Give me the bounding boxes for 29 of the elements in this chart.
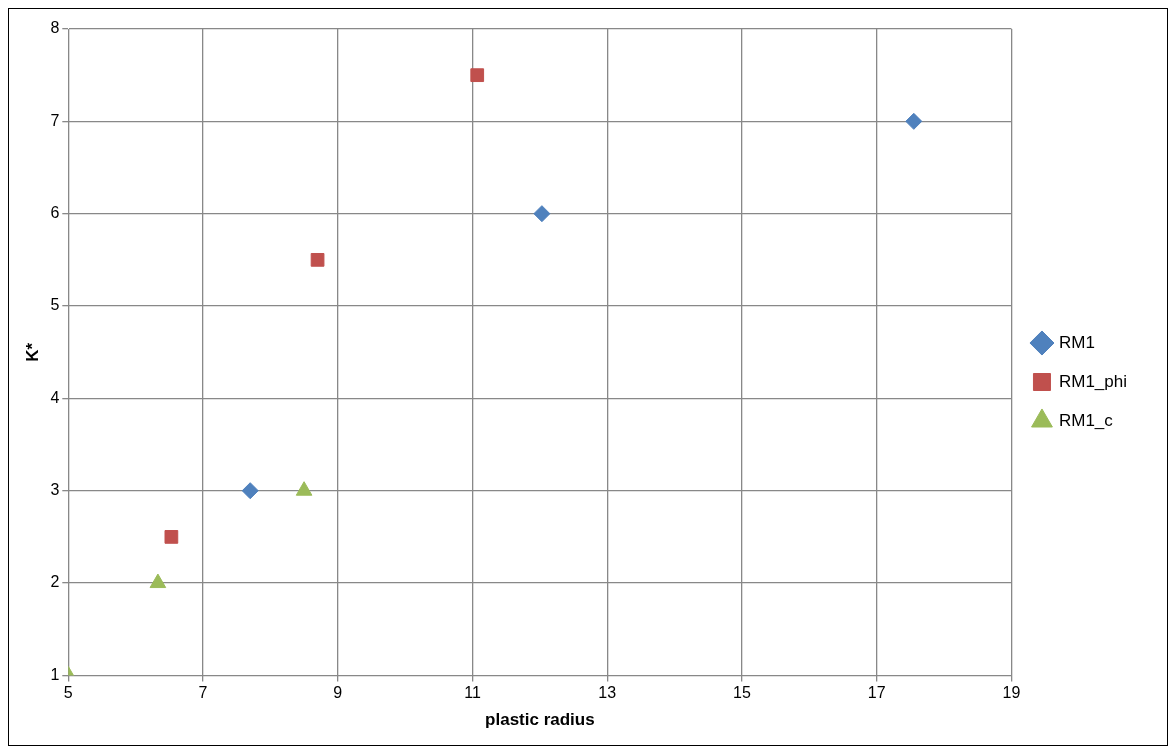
legend-label: RM1_phi [1058, 371, 1128, 391]
x-tick-label: 17 [867, 684, 886, 702]
y-tick-label: 8 [50, 19, 60, 37]
x-tick-label: 5 [63, 684, 73, 702]
x-axis-title: plastic radius [485, 710, 595, 730]
x-tick-label: 7 [198, 684, 208, 702]
point [470, 68, 485, 83]
y-tick-label: 5 [50, 296, 60, 314]
point [241, 482, 259, 500]
y-tick-label: 3 [50, 481, 60, 499]
point [310, 252, 325, 267]
point [533, 205, 551, 223]
y-tick-label: 6 [50, 204, 60, 222]
y-tick-label: 4 [50, 388, 60, 406]
point [149, 573, 167, 589]
y-tick-label: 2 [50, 573, 60, 591]
x-tick-label: 19 [1002, 684, 1021, 702]
legend-label: RM1 [1058, 332, 1095, 352]
y-axis-title: K* [22, 342, 42, 362]
y-tick-label: 1 [50, 665, 60, 683]
x-tick-label: 15 [733, 684, 751, 702]
point [295, 481, 313, 496]
x-tick-label: 13 [598, 684, 617, 702]
x-tick-label: 9 [333, 684, 343, 702]
point [164, 530, 179, 544]
legend-label: RM1_c [1058, 410, 1114, 430]
point [905, 112, 923, 130]
x-tick-label: 11 [464, 684, 481, 702]
y-tick-label: 7 [50, 111, 60, 129]
